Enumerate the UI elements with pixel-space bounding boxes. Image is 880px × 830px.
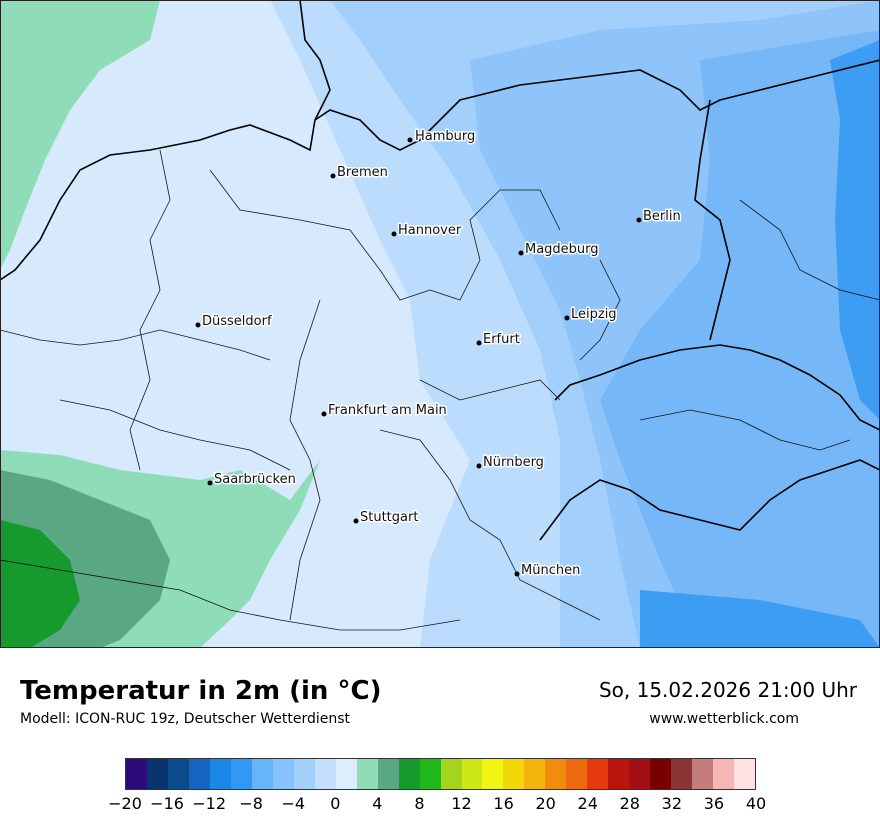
city-frankfurt: Frankfurt am Main (321, 402, 448, 420)
legend-tick-label: 12 (451, 794, 472, 813)
city-berlin: Berlin (636, 208, 682, 226)
legend-tick-label: 36 (703, 794, 725, 813)
cold-area-4 (600, 30, 880, 648)
legend-swatch (419, 759, 441, 789)
legend-swatch (650, 759, 672, 789)
city-stuttgart: Stuttgart (353, 509, 420, 527)
legend-tick-label: 16 (493, 794, 514, 813)
legend-swatch (167, 759, 189, 789)
city-magdeburg: Magdeburg (518, 241, 600, 259)
legend-tick-label: 28 (619, 794, 640, 813)
city-label: Bremen (337, 165, 388, 180)
city-leipzig: Leipzig (564, 306, 618, 324)
city-label: Hamburg (415, 129, 475, 144)
legend-tick-label: −16 (150, 794, 184, 813)
legend-swatch (209, 759, 231, 789)
legend-tick-label: 40 (745, 794, 767, 813)
legend-swatch (671, 759, 693, 789)
city-label: Hannover (398, 223, 462, 238)
map-title: Temperatur in 2m (in °C) (20, 676, 382, 706)
model-info: Modell: ICON-RUC 19z, Deutscher Wetterdi… (20, 711, 351, 727)
legend-swatch (314, 759, 336, 789)
city-duesseldorf: Düsseldorf (195, 313, 273, 331)
legend-swatch (440, 759, 462, 789)
legend-swatch (734, 759, 756, 789)
city-label: Nürnberg (483, 455, 544, 470)
map-canvas: Hamburg Bremen Hannover Berlin Magdeburg… (0, 0, 880, 648)
city-hannover: Hannover (391, 222, 463, 240)
legend-tick-label: 8 (414, 794, 425, 813)
legend-swatch (566, 759, 588, 789)
city-label: Saarbrücken (214, 472, 296, 487)
legend-swatch (126, 759, 147, 789)
legend-swatch (188, 759, 210, 789)
city-label: Stuttgart (360, 510, 418, 525)
city-bremen: Bremen (330, 164, 389, 182)
legend-swatch (146, 759, 168, 789)
legend-swatch (230, 759, 252, 789)
legend-swatch (629, 759, 651, 789)
legend-swatch (356, 759, 378, 789)
city-label: Frankfurt am Main (328, 403, 447, 418)
legend-swatch (608, 759, 630, 789)
city-erfurt: Erfurt (476, 331, 521, 349)
legend-tick-label: −20 (108, 794, 142, 813)
legend-swatch (272, 759, 294, 789)
city-label: München (521, 563, 580, 578)
city-label: Erfurt (483, 332, 520, 347)
legend-swatch (524, 759, 546, 789)
footer-panel (0, 648, 880, 830)
legend-swatch (545, 759, 567, 789)
color-legend (125, 758, 756, 790)
city-nuernberg: Nürnberg (476, 454, 545, 472)
legend-swatch (692, 759, 714, 789)
website-link[interactable]: www.wetterblick.com (649, 711, 799, 727)
legend-swatch (377, 759, 399, 789)
legend-swatch (461, 759, 483, 789)
legend-swatch (398, 759, 420, 789)
legend-swatch (335, 759, 357, 789)
legend-swatch (587, 759, 609, 789)
legend-tick-label: 32 (661, 794, 683, 813)
legend-swatch (482, 759, 504, 789)
city-muenchen: München (514, 562, 582, 580)
legend-swatch (713, 759, 735, 789)
southwest-warmest-area (0, 520, 80, 648)
forecast-datetime: So, 15.02.2026 21:00 Uhr (598, 678, 857, 702)
city-markers: Hamburg Bremen Hannover Berlin Magdeburg… (195, 128, 682, 580)
legend-swatch (293, 759, 315, 789)
legend-tick-label: 24 (577, 794, 598, 813)
legend-swatch (503, 759, 525, 789)
cold-area-5 (830, 40, 880, 420)
city-label: Magdeburg (525, 242, 599, 257)
coastlines (0, 0, 880, 541)
north-sea-warm-area (0, 0, 160, 270)
legend-ticks: −20 −16 −12 −8 −4 0 4 8 12 16 20 24 28 32 36 40 (108, 794, 766, 818)
legend-tick-label: 4 (372, 794, 383, 813)
city-label: Düsseldorf (202, 314, 272, 329)
city-saarbruecken: Saarbrücken (207, 471, 297, 489)
city-hamburg: Hamburg (407, 128, 477, 146)
city-label: Leipzig (571, 307, 617, 322)
temperature-map: Hamburg Bremen Hannover Berlin Magdeburg… (0, 0, 880, 648)
legend-tick-label: −8 (239, 794, 263, 813)
legend-tick-label: 0 (330, 794, 341, 813)
legend-tick-label: −12 (192, 794, 227, 813)
alps-cold-area (640, 590, 880, 648)
city-label: Berlin (643, 209, 681, 224)
legend-swatch (251, 759, 273, 789)
legend-tick-label: 20 (535, 794, 556, 813)
legend-tick-label: −4 (281, 794, 306, 813)
state-borders (0, 149, 880, 631)
